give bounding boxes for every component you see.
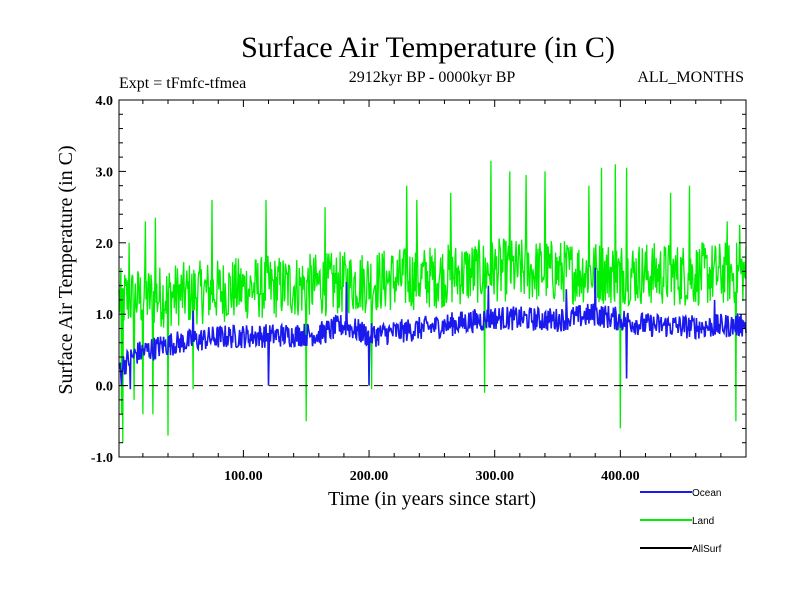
legend-label-ocean: Ocean [692,488,721,499]
y-tick-label: 1.0 [96,308,114,323]
y-tick-label: -1.0 [91,451,113,466]
series-line-ocean [118,267,747,390]
experiment-label: Expt = tFmfc-tfmea [119,75,246,92]
y-tick-label: 3.0 [96,165,114,180]
y-tick-label: 0.0 [96,380,114,395]
x-tick-label: 400.00 [601,469,640,484]
ticks-layer: -1.0 0.0 1.0 2.0 3.0 4.0 100.00 200.00 300.00 400… [91,94,746,484]
y-axis-label: Surface Air Temperature (in C) [55,145,77,394]
y-tick-label: 2.0 [96,237,114,252]
legend-label-land: Land [692,516,714,527]
x-axis-label: Time (in years since start) [328,488,536,510]
chart-title: Surface Air Temperature (in C) [241,31,615,64]
plot-frame [118,99,747,458]
legend: Ocean Land AllSurf [640,488,722,555]
legend-label-allsurf: AllSurf [692,544,722,555]
y-tick-label: 4.0 [96,94,114,109]
period-label: 2912kyr BP - 0000kyr BP [349,69,516,86]
x-tick-label: 300.00 [475,469,514,484]
series-line-land [118,160,747,443]
x-tick-label: 100.00 [224,469,263,484]
x-tick-label: 200.00 [350,469,389,484]
series-layer [118,160,747,443]
season-label: ALL_MONTHS [637,69,744,86]
